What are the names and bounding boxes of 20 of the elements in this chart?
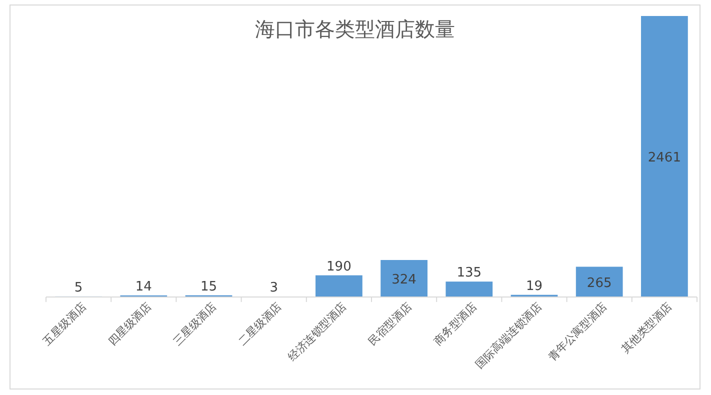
data-label: 19: [526, 278, 543, 294]
data-label: 15: [200, 279, 218, 294]
data-label: 265: [586, 276, 612, 291]
x-tick-label: 商务型酒店: [431, 300, 480, 348]
data-label: 135: [456, 266, 482, 281]
data-label: 324: [392, 272, 416, 288]
x-tick-label: 四星级酒店: [106, 300, 154, 348]
x-tick-label: 民宿型酒店: [366, 300, 414, 348]
data-label: 3: [270, 280, 278, 296]
data-label: 2461: [648, 150, 681, 166]
x-tick-label: 二星级酒店: [236, 300, 284, 348]
data-label: 5: [74, 280, 83, 296]
x-tick-label: 青年公寓型酒店: [546, 300, 610, 364]
x-tick-label: 三星级酒店: [170, 300, 219, 348]
data-label: 190: [326, 259, 352, 274]
x-tick-label: 其他类型酒店: [618, 300, 675, 356]
x-tick-label: 经济连锁型酒店: [285, 300, 350, 364]
chart-title: 海口市各类型酒店数量: [255, 17, 455, 41]
x-tick-label: 五星级酒店: [40, 300, 89, 348]
data-label: 14: [135, 279, 152, 294]
